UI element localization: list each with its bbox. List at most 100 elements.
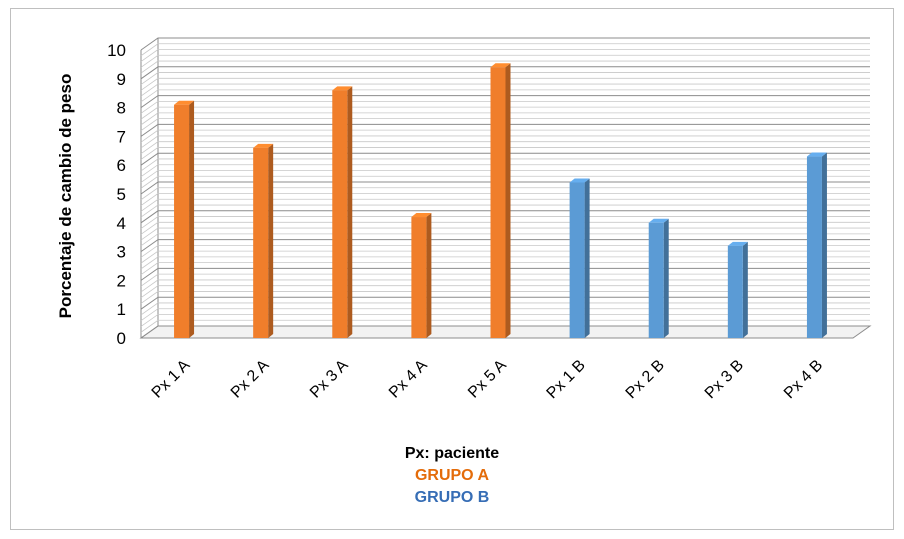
y-tick-label: 2 [117,271,126,290]
gridline-minor [140,233,870,247]
gridline-minor [140,170,870,183]
bar-side [189,100,195,338]
gridline-minor [140,141,870,155]
y-tick-label: 10 [107,41,126,60]
gridline-minor [140,77,870,91]
gridlines [140,37,870,339]
bar-top [332,86,353,91]
bar-px-4-a [411,213,432,338]
gridline-minor [140,308,870,322]
gridline-minor [140,285,870,299]
bar-side [663,218,669,338]
gridline-minor [140,204,870,218]
x-tick-label: Px 5 A [465,357,510,402]
legend-note: Px: paciente [404,445,500,462]
bar-side [584,178,590,338]
bar-px-1-a [174,100,195,338]
gridline-major [140,325,870,339]
bar-side [347,86,353,338]
gridline-minor [140,135,870,149]
gridline-minor [140,118,870,131]
gridline-minor [140,262,870,275]
bar-front [174,104,190,338]
y-axis-ticks: 0 1 2 3 4 5 6 7 8 9 10 [107,41,126,348]
bar-side [268,143,274,338]
gridline-major [140,95,870,109]
gridline-minor [140,83,870,97]
bar-side [505,63,511,338]
gridline-minor [140,244,870,258]
gridline-minor [140,112,870,126]
x-tick-label: Px 1 A [149,357,194,402]
bar-px-3-a [332,86,353,338]
bar-top [411,213,432,218]
gridline-minor [140,129,870,143]
gridline-minor [140,302,870,316]
gridline-major [140,210,870,224]
x-tick-label: Px 3 A [307,357,352,402]
bar-front [727,245,743,338]
bars [174,63,827,338]
gridline-minor [140,175,870,189]
bar-front [569,182,585,338]
x-tick-label: Px 3 B [702,357,747,402]
gridline-minor [140,60,870,74]
y-tick-label: 8 [117,99,126,118]
bar-px-1-b [569,178,590,338]
bar-top [727,241,748,246]
gridline-minor [140,89,870,103]
bar-top [490,63,511,68]
bar-px-5-a [490,63,511,338]
gridline-minor [140,250,870,264]
y-tick-label: 7 [117,127,126,146]
bar-front [806,156,822,338]
gridline-major [140,239,870,253]
gridline-major [140,267,870,281]
gridline-minor [140,314,870,327]
gridline-minor [140,319,870,333]
legend-group-a: GRUPO A [414,467,490,484]
gridline-major [140,152,870,166]
x-tick-label: Px 2 B [623,357,668,402]
gridline-minor [140,279,870,293]
legend-group-b: GRUPO B [414,489,490,506]
gridline-minor [140,216,870,229]
bar-front [490,67,506,338]
gridline-major [140,181,870,195]
bar-side [426,213,432,338]
bar-front [411,217,427,338]
bar-top [174,100,195,105]
gridline-minor [140,100,870,114]
y-tick-label: 4 [117,214,126,233]
bar-front [332,90,348,338]
gridline-minor [140,72,870,85]
gridline-minor [140,49,870,62]
y-axis-title: Porcentaje de cambio de peso [56,74,75,319]
gridline-minor [140,193,870,206]
gridline-minor [140,256,870,270]
gridline-minor [140,164,870,178]
y-tick-label: 5 [117,185,126,204]
gridline-minor [140,198,870,212]
y-tick-label: 9 [117,70,126,89]
x-tick-label: Px 1 B [544,357,589,402]
bar-px-2-b [648,218,669,338]
y-tick-label: 1 [117,300,126,319]
bar-top [648,218,669,223]
bar-px-3-b [727,241,748,338]
x-tick-label: Px 4 B [781,357,826,402]
bar-front [253,147,269,338]
bar-px-4-b [806,152,827,338]
gridline-minor [140,147,870,160]
gridline-minor [140,106,870,120]
bar-px-2-a [253,143,274,338]
bar-side [742,241,748,338]
gridline-minor [140,158,870,172]
gridline-minor [140,227,870,241]
gridline-major [140,296,870,310]
gridline-major [140,37,870,51]
y-tick-label: 3 [117,243,126,262]
x-tick-label: Px 4 A [386,357,431,402]
gridline-minor [140,54,870,68]
